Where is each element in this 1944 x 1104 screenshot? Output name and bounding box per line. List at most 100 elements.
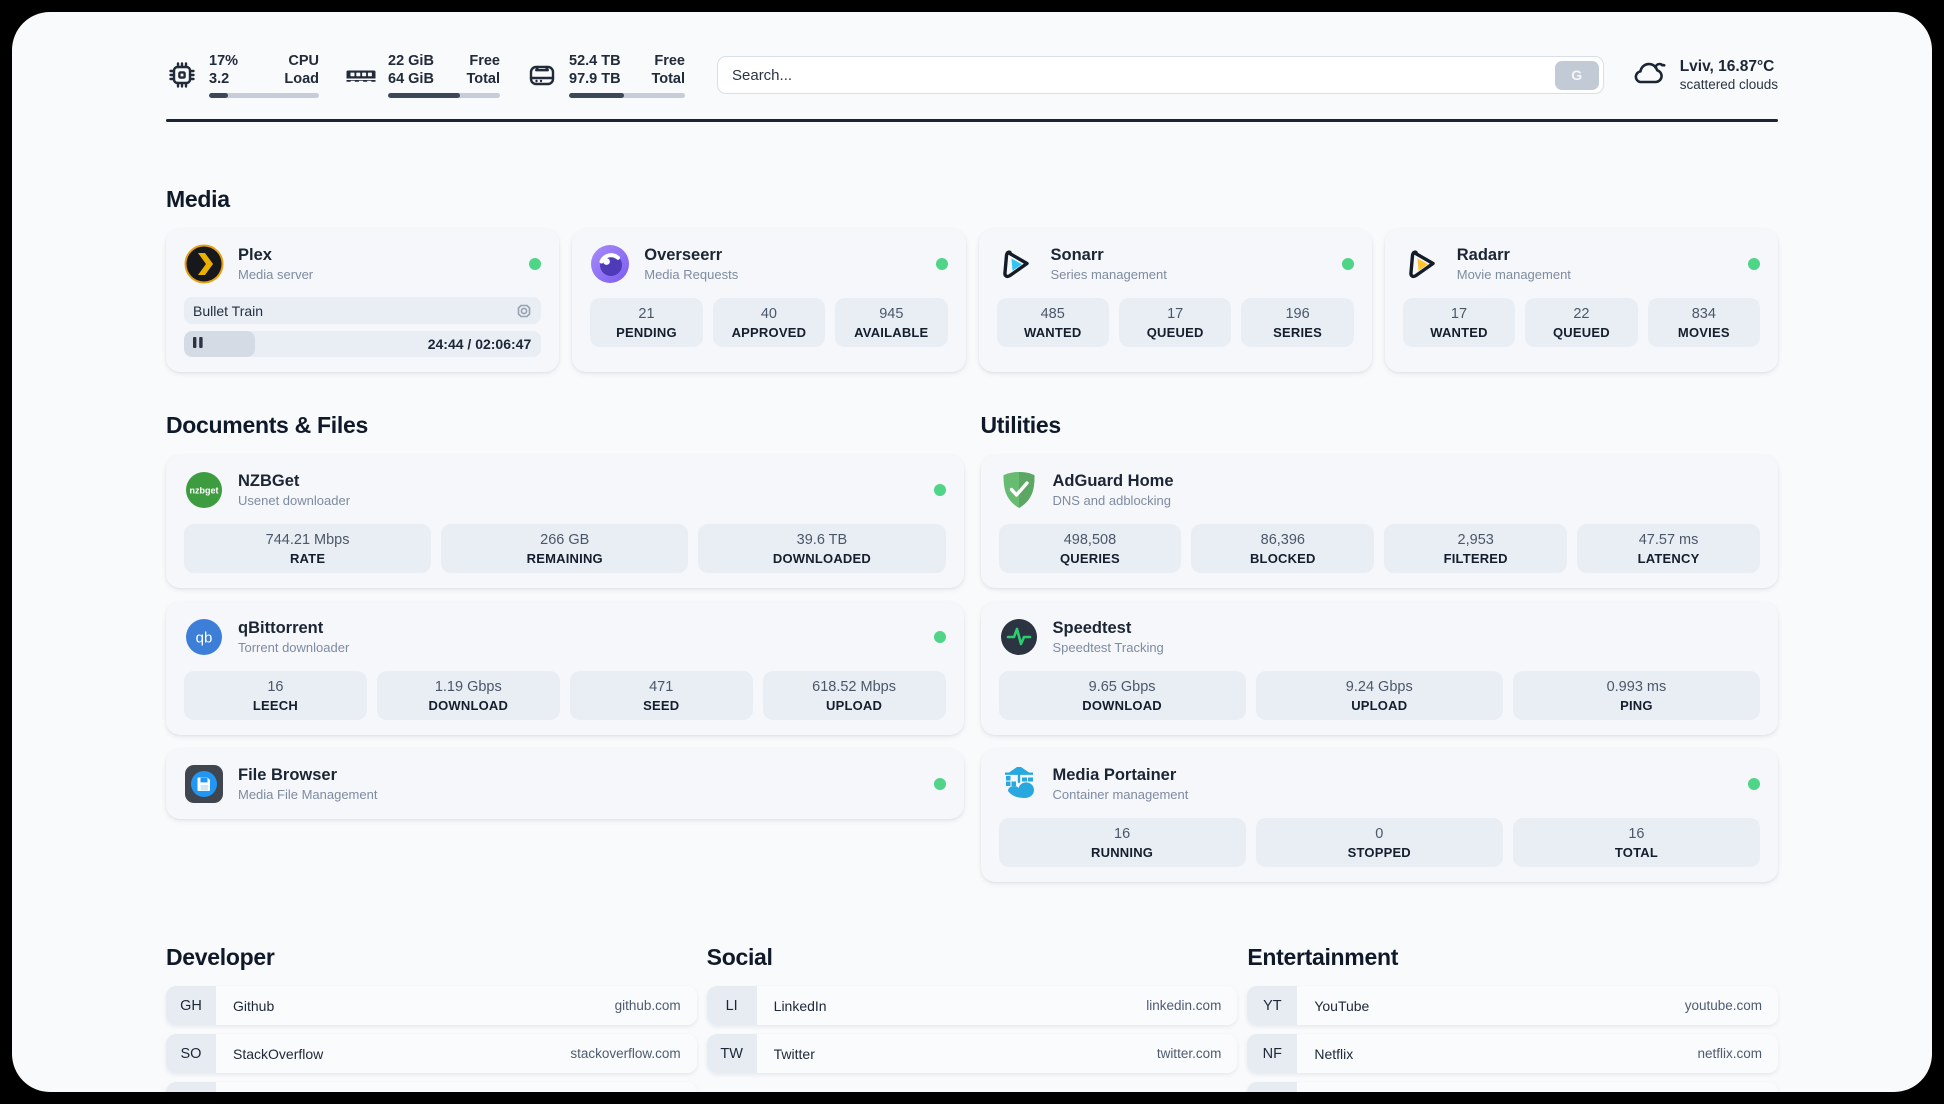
cpu-progress-bar xyxy=(209,93,319,98)
bookmark-youtube[interactable]: YT YouTube youtube.com xyxy=(1247,986,1778,1025)
app-card-adguard[interactable]: AdGuard Home DNS and adblocking 498,508 Q… xyxy=(980,455,1778,588)
bookmark-name: StackOverflow xyxy=(233,1045,324,1062)
pause-icon xyxy=(193,335,203,353)
stat-rate: 744.21 Mbps RATE xyxy=(184,524,432,573)
bookmark-github[interactable]: GH Github github.com xyxy=(166,986,697,1025)
app-description: Media File Management xyxy=(238,787,378,802)
app-card-plex[interactable]: Plex Media server Bullet Train xyxy=(166,229,560,372)
bookmark-url: youtube.com xyxy=(1684,998,1762,1013)
app-card-qbittorrent[interactable]: qb qBittorrent Torrent downloader 16 LEEC… xyxy=(166,602,964,735)
disk-total-value: 97.9 TB xyxy=(569,71,621,87)
svg-text:nzbget: nzbget xyxy=(190,486,219,496)
bookmark-abbr: DT xyxy=(166,1082,216,1092)
section-title-utilities: Utilities xyxy=(980,412,1062,438)
app-card-radarr[interactable]: Radarr Movie management 17 WANTED 22 QUEUE… xyxy=(1384,229,1778,372)
section-title-social: Social xyxy=(706,944,773,970)
bookmark-url: stackoverflow.com xyxy=(570,1046,681,1061)
app-name: NZBGet xyxy=(238,472,300,490)
app-name: Media Portainer xyxy=(1052,766,1177,784)
cpu-icon xyxy=(166,59,198,91)
now-playing-row: Bullet Train xyxy=(184,297,542,324)
app-name: Radarr xyxy=(1456,246,1510,264)
cpu-usage-widget: 17% CPU 3.2 Load xyxy=(166,52,319,98)
bookmark-stackoverflow[interactable]: SO StackOverflow stackoverflow.com xyxy=(166,1034,697,1073)
stat-blocked: 86,396 BLOCKED xyxy=(1191,524,1375,573)
now-playing-title: Bullet Train xyxy=(193,302,264,319)
app-name: Speedtest xyxy=(1052,619,1132,637)
stat-available: 945 AVAILABLE xyxy=(835,298,948,347)
weather-condition: scattered clouds xyxy=(1679,77,1778,92)
app-description: Speedtest Tracking xyxy=(1052,640,1164,655)
bookmark-abbr: NF xyxy=(1247,1034,1298,1073)
disk-usage-widget: 52.4 TB Free 97.9 TB Total xyxy=(526,52,685,98)
cpu-load-label: Load xyxy=(284,71,319,87)
app-card-filebrowser[interactable]: File Browser Media File Management xyxy=(166,749,964,819)
search-engine-button[interactable]: G xyxy=(1554,60,1599,90)
bookmark-name: LinkedIn xyxy=(773,997,827,1014)
cpu-load-value: 3.2 xyxy=(209,71,230,87)
bookmark-dev[interactable]: DT DEV dev.to xyxy=(166,1082,697,1092)
speedtest-icon xyxy=(999,617,1039,657)
app-card-speedtest[interactable]: Speedtest Speedtest Tracking 9.65 Gbps DO… xyxy=(980,602,1778,735)
weather-location-temp: Lviv, 16.87°C xyxy=(1679,58,1775,75)
bookmark-netflix[interactable]: NF Netflix netflix.com xyxy=(1247,1034,1778,1073)
cpu-percent: 17% xyxy=(209,53,239,69)
stat-downloaded: 39.6 TB DOWNLOADED xyxy=(698,524,946,573)
app-card-overseerr[interactable]: Overseerr Media Requests 21 PENDING 40 APP… xyxy=(572,229,966,372)
bookmark-linkedin[interactable]: LI LinkedIn linkedin.com xyxy=(706,986,1238,1025)
stat-queued: 22 QUEUED xyxy=(1525,298,1638,347)
plex-icon xyxy=(184,244,224,284)
stat-seed: 471 SEED xyxy=(569,671,753,720)
sonarr-icon xyxy=(997,244,1037,284)
status-online-dot xyxy=(1341,258,1354,270)
stat-download: 9.65 Gbps DOWNLOAD xyxy=(998,671,1246,720)
stat-movies: 834 MOVIES xyxy=(1647,298,1761,347)
weather-widget[interactable]: Lviv, 16.87°C scattered clouds xyxy=(1630,56,1778,95)
bookmark-abbr: RE xyxy=(1247,1082,1298,1092)
search-input[interactable] xyxy=(732,66,1555,84)
bookmark-name: Netflix xyxy=(1314,1045,1354,1062)
disk-free-value: 52.4 TB xyxy=(569,53,621,69)
disk-total-label: Total xyxy=(651,71,685,87)
adguard-icon xyxy=(999,470,1039,510)
stat-series: 196 SERIES xyxy=(1241,298,1354,347)
ram-icon xyxy=(345,59,377,91)
app-card-sonarr[interactable]: Sonarr Series management 485 WANTED 17 QUE… xyxy=(978,229,1372,372)
app-description: Media Requests xyxy=(644,267,739,282)
cloud-icon xyxy=(1630,56,1668,95)
status-online-dot xyxy=(1748,258,1760,270)
header-divider xyxy=(166,119,1778,122)
app-description: Series management xyxy=(1050,267,1167,282)
stat-wanted: 17 WANTED xyxy=(1402,298,1516,347)
status-online-dot xyxy=(935,258,948,270)
bookmark-twitter[interactable]: TW Twitter twitter.com xyxy=(706,1034,1238,1073)
portainer-icon xyxy=(999,764,1039,804)
status-online-dot xyxy=(1748,778,1760,790)
stat-wanted: 485 WANTED xyxy=(996,298,1109,347)
section-title-documents: Documents & Files xyxy=(166,412,368,438)
bookmark-reddit[interactable]: RE Reddit reddit.com xyxy=(1247,1082,1778,1092)
ram-total-value: 64 GiB xyxy=(388,71,434,87)
app-description: Usenet downloader xyxy=(238,493,351,508)
ram-usage-widget: 22 GiB Free 64 GiB Total xyxy=(345,52,500,98)
app-description: Media server xyxy=(238,267,314,282)
playback-time: 24:44 / 02:06:47 xyxy=(427,336,532,352)
section-title-developer: Developer xyxy=(166,944,275,970)
app-card-nzbget[interactable]: nzbget NZBGet Usenet downloader 744.21 M… xyxy=(166,455,964,588)
status-online-dot xyxy=(933,631,946,643)
stat-queued: 17 QUEUED xyxy=(1118,298,1232,347)
bookmark-url: github.com xyxy=(614,998,681,1013)
stat-pending: 21 PENDING xyxy=(590,298,703,347)
app-card-portainer[interactable]: Media Portainer Container management 16 R… xyxy=(980,749,1778,882)
app-description: Movie management xyxy=(1456,267,1571,282)
search-bar: G xyxy=(717,56,1604,94)
stat-upload: 618.52 Mbps UPLOAD xyxy=(762,671,946,720)
app-name: Overseerr xyxy=(644,246,723,264)
svg-text:qb: qb xyxy=(196,630,213,647)
filebrowser-icon xyxy=(184,764,224,804)
top-header: 17% CPU 3.2 Load 22 GiB Free 64 GiB Total xyxy=(166,52,1778,98)
stat-filtered: 2,953 FILTERED xyxy=(1384,524,1568,573)
bookmark-url: twitter.com xyxy=(1156,1046,1222,1061)
radarr-icon xyxy=(1403,244,1443,284)
bookmark-url: netflix.com xyxy=(1697,1046,1762,1061)
